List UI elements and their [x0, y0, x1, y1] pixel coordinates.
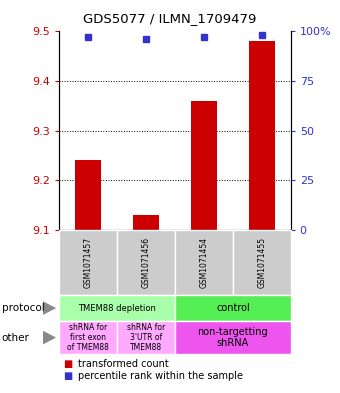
Polygon shape	[42, 331, 56, 345]
Text: GDS5077 / ILMN_1709479: GDS5077 / ILMN_1709479	[83, 12, 257, 25]
Bar	[75, 160, 101, 230]
Text: GSM1071457: GSM1071457	[84, 237, 93, 288]
Bar	[133, 215, 159, 230]
Text: TMEM88 depletion: TMEM88 depletion	[78, 304, 156, 312]
Text: GSM1071456: GSM1071456	[142, 237, 151, 288]
Bar	[191, 101, 217, 230]
Text: protocol: protocol	[2, 303, 45, 313]
Text: other: other	[2, 332, 30, 343]
Text: percentile rank within the sample: percentile rank within the sample	[78, 371, 243, 381]
Text: transformed count: transformed count	[78, 359, 169, 369]
Text: shRNA for
first exon
of TMEM88: shRNA for first exon of TMEM88	[67, 323, 109, 353]
Bar	[249, 41, 275, 230]
Text: ■: ■	[63, 359, 72, 369]
Text: GSM1071454: GSM1071454	[200, 237, 208, 288]
Text: ■: ■	[63, 371, 72, 381]
Text: shRNA for
3'UTR of
TMEM88: shRNA for 3'UTR of TMEM88	[127, 323, 165, 353]
Text: GSM1071455: GSM1071455	[257, 237, 266, 288]
Text: non-targetting
shRNA: non-targetting shRNA	[198, 327, 268, 348]
Polygon shape	[42, 301, 56, 315]
Text: control: control	[216, 303, 250, 313]
